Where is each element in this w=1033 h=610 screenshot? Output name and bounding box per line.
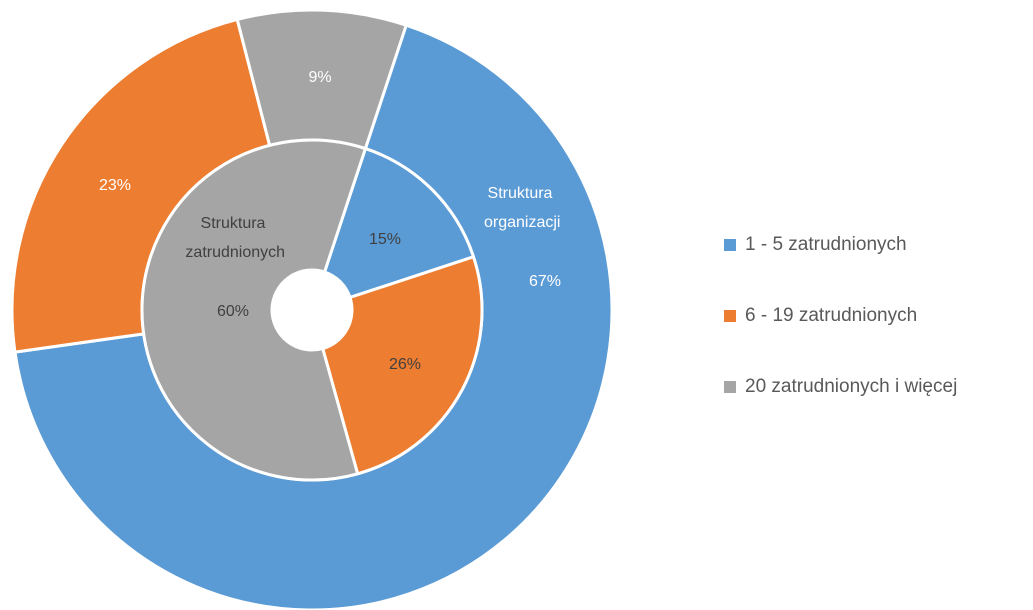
data-label: 9% <box>308 69 331 86</box>
series-name-line: Struktura <box>488 185 553 202</box>
data-label: 60% <box>217 303 249 320</box>
series-name: Struktura zatrudnionych <box>181 215 285 261</box>
data-label: 23% <box>99 177 131 194</box>
series-name: Struktura organizacji <box>480 185 561 231</box>
legend-label: 6 - 19 zatrudnionych <box>745 305 917 326</box>
legend-swatch <box>724 310 736 322</box>
donut-slice <box>140 138 367 482</box>
legend-label: 1 - 5 zatrudnionych <box>745 234 907 255</box>
data-label: 67% <box>529 273 561 290</box>
legend-swatch <box>724 239 736 251</box>
donut-slice <box>323 147 475 299</box>
legend-label: 20 zatrudnionych i więcej <box>745 376 957 397</box>
series-name-line: Struktura <box>201 215 266 232</box>
legend-swatch <box>724 381 736 393</box>
series-name-line: zatrudnionych <box>181 244 285 261</box>
series-name-line: organizacji <box>480 214 561 231</box>
data-label: 15% <box>369 231 401 248</box>
donut-slice <box>321 255 484 476</box>
data-label: 26% <box>389 356 421 373</box>
